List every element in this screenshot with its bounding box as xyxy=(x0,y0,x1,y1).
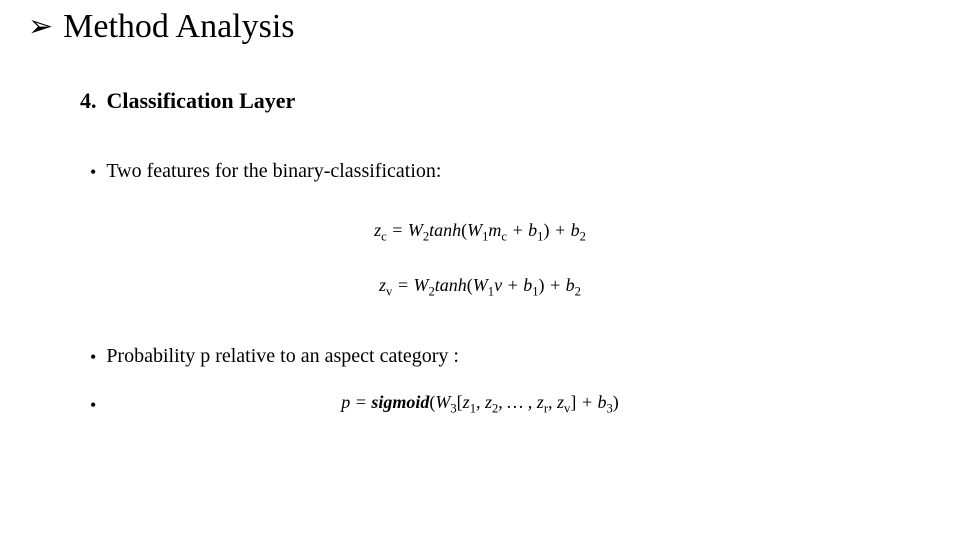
section-number: 4. xyxy=(80,88,97,114)
bullet-dot-icon: • xyxy=(90,348,96,366)
bullet-1: • Two features for the binary-classifica… xyxy=(90,160,441,183)
section-heading: 4. Classification Layer xyxy=(80,88,295,114)
equation-p: p = sigmoid(W3[z1, z2, … , zr, zv] + b3) xyxy=(0,392,960,417)
bullet-1-text: Two features for the binary-classificati… xyxy=(106,160,441,183)
arrow-bullet-icon: ➢ xyxy=(28,12,53,42)
bullet-2-text: Probability p relative to an aspect cate… xyxy=(106,345,459,368)
title-row: ➢ Method Analysis xyxy=(28,8,295,46)
bullet-dot-icon: • xyxy=(90,163,96,181)
equation-zv: zv = W2tanh(W1v + b1) + b2 xyxy=(0,275,960,300)
equation-zc: zc = W2tanh(W1mc + b1) + b2 xyxy=(0,220,960,245)
slide: ➢ Method Analysis 4. Classification Laye… xyxy=(0,0,960,540)
slide-title: Method Analysis xyxy=(63,8,294,46)
bullet-2: • Probability p relative to an aspect ca… xyxy=(90,345,459,368)
section-title: Classification Layer xyxy=(107,88,296,114)
